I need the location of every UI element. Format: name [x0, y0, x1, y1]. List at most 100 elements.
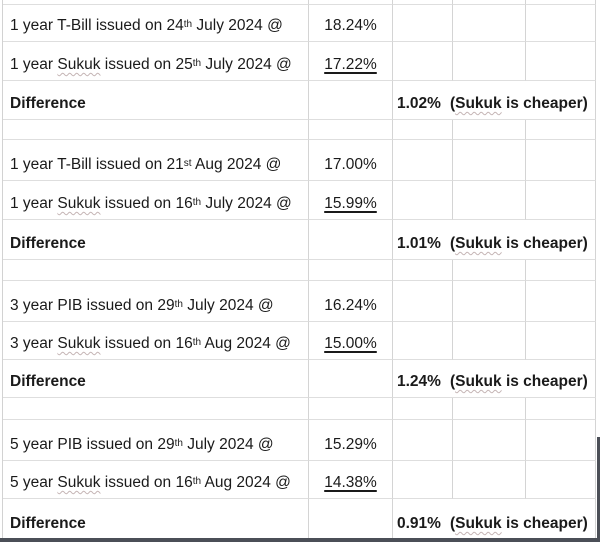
ordinal-suffix: st — [183, 158, 192, 169]
cell-empty[interactable] — [309, 499, 393, 540]
cell-rate[interactable]: 15.29% — [309, 420, 393, 461]
ordinal-suffix: th — [192, 337, 202, 348]
cell-empty[interactable] — [526, 120, 596, 140]
cell-empty[interactable] — [453, 322, 526, 360]
cell-empty[interactable] — [526, 140, 596, 181]
cell-empty[interactable] — [453, 42, 526, 81]
cell-empty[interactable] — [393, 140, 453, 181]
difference-label: Difference — [10, 515, 86, 532]
instrument-text: 5 year PIB issued on 29th July 2024 @ — [10, 436, 274, 453]
cell-difference-value[interactable]: 0.91% (Sukuk is cheaper) — [393, 499, 596, 540]
cell-instrument-label[interactable]: 1 year Sukuk issued on 25th July 2024 @ — [3, 42, 309, 81]
cell-empty[interactable] — [526, 260, 596, 281]
table-row-difference: Difference 1.24% (Sukuk is cheaper) — [3, 360, 596, 398]
cell-empty[interactable] — [526, 398, 596, 420]
window-edge-right-fragment — [597, 437, 600, 540]
difference-label: Difference — [10, 235, 86, 252]
cell-empty[interactable] — [526, 281, 596, 322]
instrument-text: 5 year Sukuk issued on 16th Aug 2024 @ — [10, 474, 291, 491]
cell-empty[interactable] — [309, 260, 393, 281]
cell-empty[interactable] — [453, 461, 526, 499]
cell-empty[interactable] — [453, 398, 526, 420]
cell-empty[interactable] — [393, 420, 453, 461]
difference-value: 1.02% — [397, 95, 441, 112]
cell-empty[interactable] — [393, 281, 453, 322]
cell-empty[interactable] — [453, 140, 526, 181]
cell-empty[interactable] — [3, 120, 309, 140]
cell-empty[interactable] — [309, 120, 393, 140]
cell-instrument-label[interactable]: 5 year Sukuk issued on 16th Aug 2024 @ — [3, 461, 309, 499]
cell-difference-value[interactable]: 1.24% (Sukuk is cheaper) — [393, 360, 596, 398]
cell-empty[interactable] — [393, 42, 453, 81]
cell-rate[interactable]: 15.99% — [309, 181, 393, 220]
cell-empty[interactable] — [526, 420, 596, 461]
cell-empty[interactable] — [526, 322, 596, 360]
cell-instrument-label[interactable]: 1 year T-Bill issued on 21st Aug 2024 @ — [3, 140, 309, 181]
cell-difference-label[interactable]: Difference — [3, 81, 309, 120]
cell-empty[interactable] — [526, 0, 596, 5]
table-row-spacer — [3, 260, 596, 281]
cell-instrument-label[interactable]: 3 year Sukuk issued on 16th Aug 2024 @ — [3, 322, 309, 360]
cell-empty[interactable] — [393, 0, 453, 5]
cell-difference-value[interactable]: 1.02% (Sukuk is cheaper) — [393, 81, 596, 120]
cell-difference-label[interactable]: Difference — [3, 360, 309, 398]
cell-empty[interactable] — [453, 0, 526, 5]
table-row-spacer — [3, 398, 596, 420]
cell-empty[interactable] — [453, 260, 526, 281]
rate-value: 18.24% — [324, 17, 377, 34]
sukuk-word: Sukuk — [57, 195, 101, 212]
cell-empty[interactable] — [453, 5, 526, 42]
rate-value-underlined: 17.22% — [324, 56, 377, 73]
cell-empty[interactable] — [393, 120, 453, 140]
cell-empty[interactable] — [393, 322, 453, 360]
table-row: 1 year Sukuk issued on 25th July 2024 @ … — [3, 42, 596, 81]
cell-difference-label[interactable]: Difference — [3, 499, 309, 540]
cell-empty[interactable] — [309, 398, 393, 420]
cell-difference-label[interactable]: Difference — [3, 220, 309, 260]
ordinal-suffix: th — [192, 476, 202, 487]
cell-empty[interactable] — [453, 181, 526, 220]
cell-empty[interactable] — [393, 461, 453, 499]
table-row: 3 year Sukuk issued on 16th Aug 2024 @ 1… — [3, 322, 596, 360]
instrument-text: 1 year Sukuk issued on 25th July 2024 @ — [10, 56, 292, 73]
cell-empty[interactable] — [3, 0, 309, 5]
cell-instrument-label[interactable]: 5 year PIB issued on 29th July 2024 @ — [3, 420, 309, 461]
cell-instrument-label[interactable]: 3 year PIB issued on 29th July 2024 @ — [3, 281, 309, 322]
cell-empty[interactable] — [393, 260, 453, 281]
cell-empty[interactable] — [309, 81, 393, 120]
cell-empty[interactable] — [3, 260, 309, 281]
cell-empty[interactable] — [309, 0, 393, 5]
cell-empty[interactable] — [453, 281, 526, 322]
cell-empty[interactable] — [309, 220, 393, 260]
cell-empty[interactable] — [393, 181, 453, 220]
cell-empty[interactable] — [393, 5, 453, 42]
difference-note: (Sukuk is cheaper) — [449, 235, 588, 252]
cell-empty[interactable] — [526, 181, 596, 220]
table-row: 1 year T-Bill issued on 21st Aug 2024 @ … — [3, 140, 596, 181]
rate-value-underlined: 15.99% — [324, 195, 377, 212]
cell-instrument-label[interactable]: 1 year T-Bill issued on 24th July 2024 @ — [3, 5, 309, 42]
cell-empty[interactable] — [526, 42, 596, 81]
cell-rate[interactable]: 18.24% — [309, 5, 393, 42]
sukuk-word: Sukuk — [455, 373, 502, 390]
instrument-text: 1 year T-Bill issued on 21st Aug 2024 @ — [10, 156, 282, 173]
cell-rate[interactable]: 17.22% — [309, 42, 393, 81]
table-row: 5 year PIB issued on 29th July 2024 @ 15… — [3, 420, 596, 461]
cell-rate[interactable]: 14.38% — [309, 461, 393, 499]
cell-empty[interactable] — [393, 398, 453, 420]
cell-empty[interactable] — [453, 120, 526, 140]
cell-instrument-label[interactable]: 1 year Sukuk issued on 16th July 2024 @ — [3, 181, 309, 220]
sukuk-word: Sukuk — [455, 235, 502, 252]
cell-empty[interactable] — [526, 461, 596, 499]
cell-empty[interactable] — [3, 398, 309, 420]
cell-rate[interactable]: 15.00% — [309, 322, 393, 360]
sukuk-word: Sukuk — [455, 515, 502, 532]
cell-rate[interactable]: 17.00% — [309, 140, 393, 181]
cell-difference-value[interactable]: 1.01% (Sukuk is cheaper) — [393, 220, 596, 260]
cell-empty[interactable] — [309, 360, 393, 398]
cell-empty[interactable] — [453, 420, 526, 461]
cell-empty[interactable] — [526, 5, 596, 42]
cell-rate[interactable]: 16.24% — [309, 281, 393, 322]
ordinal-suffix: th — [183, 19, 193, 30]
